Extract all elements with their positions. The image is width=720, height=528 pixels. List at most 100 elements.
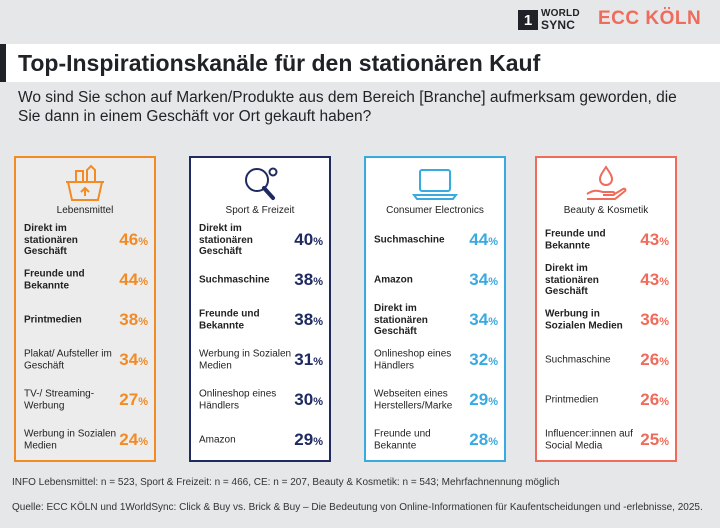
- percent-sign: %: [138, 316, 148, 328]
- source-note: Quelle: ECC KÖLN und 1WorldSync: Click &…: [12, 502, 703, 513]
- title-banner: Top-Inspirationskanäle für den stationär…: [0, 44, 720, 82]
- panel-consumer-electronics: Consumer Electronics Suchmaschine 44% Amazo…: [364, 156, 506, 462]
- worldsync-line1: WORLD: [541, 8, 580, 19]
- data-label: 43%: [640, 230, 669, 249]
- ecc-logo: ECC KÖLN: [598, 8, 702, 29]
- percent-sign: %: [313, 396, 323, 408]
- percent-sign: %: [488, 356, 498, 368]
- channel-label: Printmedien: [24, 314, 82, 326]
- laptop-icon: [366, 164, 504, 204]
- percent-sign: %: [488, 316, 498, 328]
- data-label: 25%: [640, 430, 669, 449]
- channel-label: Freunde und Bekannte: [199, 308, 260, 332]
- percent-sign: %: [138, 396, 148, 408]
- channel-label: Direkt im stationären Geschäft: [24, 222, 78, 257]
- data-label: 32%: [469, 350, 498, 369]
- data-label: 44%: [119, 270, 148, 289]
- percent-sign: %: [659, 316, 669, 328]
- list-item: Freunde und Bekannte 28%: [374, 424, 498, 456]
- worldsync-mark: 1: [518, 10, 538, 30]
- data-label: 26%: [640, 350, 669, 369]
- list-item: Suchmaschine 44%: [374, 224, 498, 256]
- channel-label: Werbung in Sozialen Medien: [545, 308, 623, 332]
- data-label: 29%: [294, 430, 323, 449]
- percent-sign: %: [138, 356, 148, 368]
- list-item: Printmedien 38%: [24, 304, 148, 336]
- list-item: Onlineshop eines Händlers 30%: [199, 384, 323, 416]
- data-label: 43%: [640, 270, 669, 289]
- list-item: Werbung in Sozialen Medien 24%: [24, 424, 148, 456]
- list-item: Onlineshop eines Händlers 32%: [374, 344, 498, 376]
- panel-heading: Sport & Freizeit: [225, 205, 295, 216]
- panel-heading: Lebensmittel: [56, 205, 114, 216]
- panel-heading: Beauty & Kosmetik: [563, 205, 649, 216]
- channel-label: Amazon: [199, 434, 236, 446]
- percent-sign: %: [659, 356, 669, 368]
- percent-sign: %: [313, 356, 323, 368]
- title-accent-bar: [0, 44, 6, 82]
- channel-label: Freunde und Bekannte: [374, 428, 431, 452]
- list-item: TV-/ Streaming-Werbung 27%: [24, 384, 148, 416]
- channel-label: Amazon: [374, 274, 413, 286]
- percent-sign: %: [659, 436, 669, 448]
- data-label: 28%: [469, 430, 498, 449]
- list-item: Direkt im stationären Geschäft 43%: [545, 263, 669, 297]
- channel-label: Influencer:innen auf Social Media: [545, 428, 633, 452]
- percent-sign: %: [488, 236, 498, 248]
- data-label: 24%: [119, 430, 148, 449]
- worldsync-logo: 1 WORLD SYNC: [518, 9, 580, 31]
- list-item: Influencer:innen auf Social Media 25%: [545, 424, 669, 456]
- percent-sign: %: [138, 276, 148, 288]
- data-label: 34%: [469, 310, 498, 329]
- panel-beauty-kosmetik: Beauty & Kosmetik Freunde und Bekannte 43%…: [535, 156, 677, 462]
- data-label: 40%: [294, 230, 323, 249]
- data-label: 29%: [469, 390, 498, 409]
- percent-sign: %: [313, 236, 323, 248]
- data-label: 38%: [294, 310, 323, 329]
- page-title: Top-Inspirationskanäle für den stationär…: [18, 50, 541, 76]
- data-label: 36%: [640, 310, 669, 329]
- data-label: 34%: [119, 350, 148, 369]
- data-label: 30%: [294, 390, 323, 409]
- percent-sign: %: [488, 436, 498, 448]
- channel-label: Direkt im stationären Geschäft: [199, 222, 253, 257]
- list-item: Suchmaschine 38%: [199, 264, 323, 296]
- channel-label: Suchmaschine: [374, 234, 445, 246]
- list-item: Direkt im stationären Geschäft 34%: [374, 302, 498, 337]
- data-label: 34%: [469, 270, 498, 289]
- grocery-basket-icon: [16, 164, 154, 204]
- list-item: Plakat/ Aufsteller im Geschäft 34%: [24, 344, 148, 376]
- panel-sport-freizeit: Sport & Freizeit Direkt im stationären Ge…: [189, 156, 331, 462]
- worldsync-line2: SYNC: [541, 18, 576, 32]
- channel-label: Printmedien: [545, 394, 599, 406]
- channel-label: Direkt im stationären Geschäft: [374, 302, 428, 337]
- channel-label: Freunde und Bekannte: [24, 268, 85, 292]
- data-label: 26%: [640, 390, 669, 409]
- percent-sign: %: [313, 316, 323, 328]
- channel-label: Freunde und Bekannte: [545, 228, 606, 252]
- list-item: Freunde und Bekannte 44%: [24, 264, 148, 296]
- panel-lebensmittel: Lebensmittel Direkt im stationären Geschä…: [14, 156, 156, 462]
- channel-label: Suchmaschine: [199, 274, 270, 286]
- worldsync-wordmark: WORLD SYNC: [541, 8, 580, 32]
- data-label: 31%: [294, 350, 323, 369]
- percent-sign: %: [659, 236, 669, 248]
- list-item: Printmedien 26%: [545, 384, 669, 416]
- info-note: INFO Lebensmittel: n = 523, Sport & Frei…: [12, 477, 560, 488]
- percent-sign: %: [488, 396, 498, 408]
- panel-heading: Consumer Electronics: [386, 205, 484, 216]
- channel-label: Werbung in Sozialen Medien: [199, 348, 292, 372]
- percent-sign: %: [659, 396, 669, 408]
- header-bar: 1 WORLD SYNC ECC KÖLN: [0, 0, 720, 42]
- data-label: 46%: [119, 230, 148, 249]
- list-item: Direkt im stationären Geschäft 40%: [199, 222, 323, 257]
- subtitle: Wo sind Sie schon auf Marken/Produkte au…: [18, 89, 677, 125]
- percent-sign: %: [488, 276, 498, 288]
- channel-label: Suchmaschine: [545, 354, 611, 366]
- list-item: Direkt im stationären Geschäft 46%: [24, 222, 148, 257]
- data-label: 44%: [469, 230, 498, 249]
- list-item: Werbung in Sozialen Medien 31%: [199, 344, 323, 376]
- data-label: 38%: [119, 310, 148, 329]
- data-label: 27%: [119, 390, 148, 409]
- list-item: Suchmaschine 26%: [545, 344, 669, 376]
